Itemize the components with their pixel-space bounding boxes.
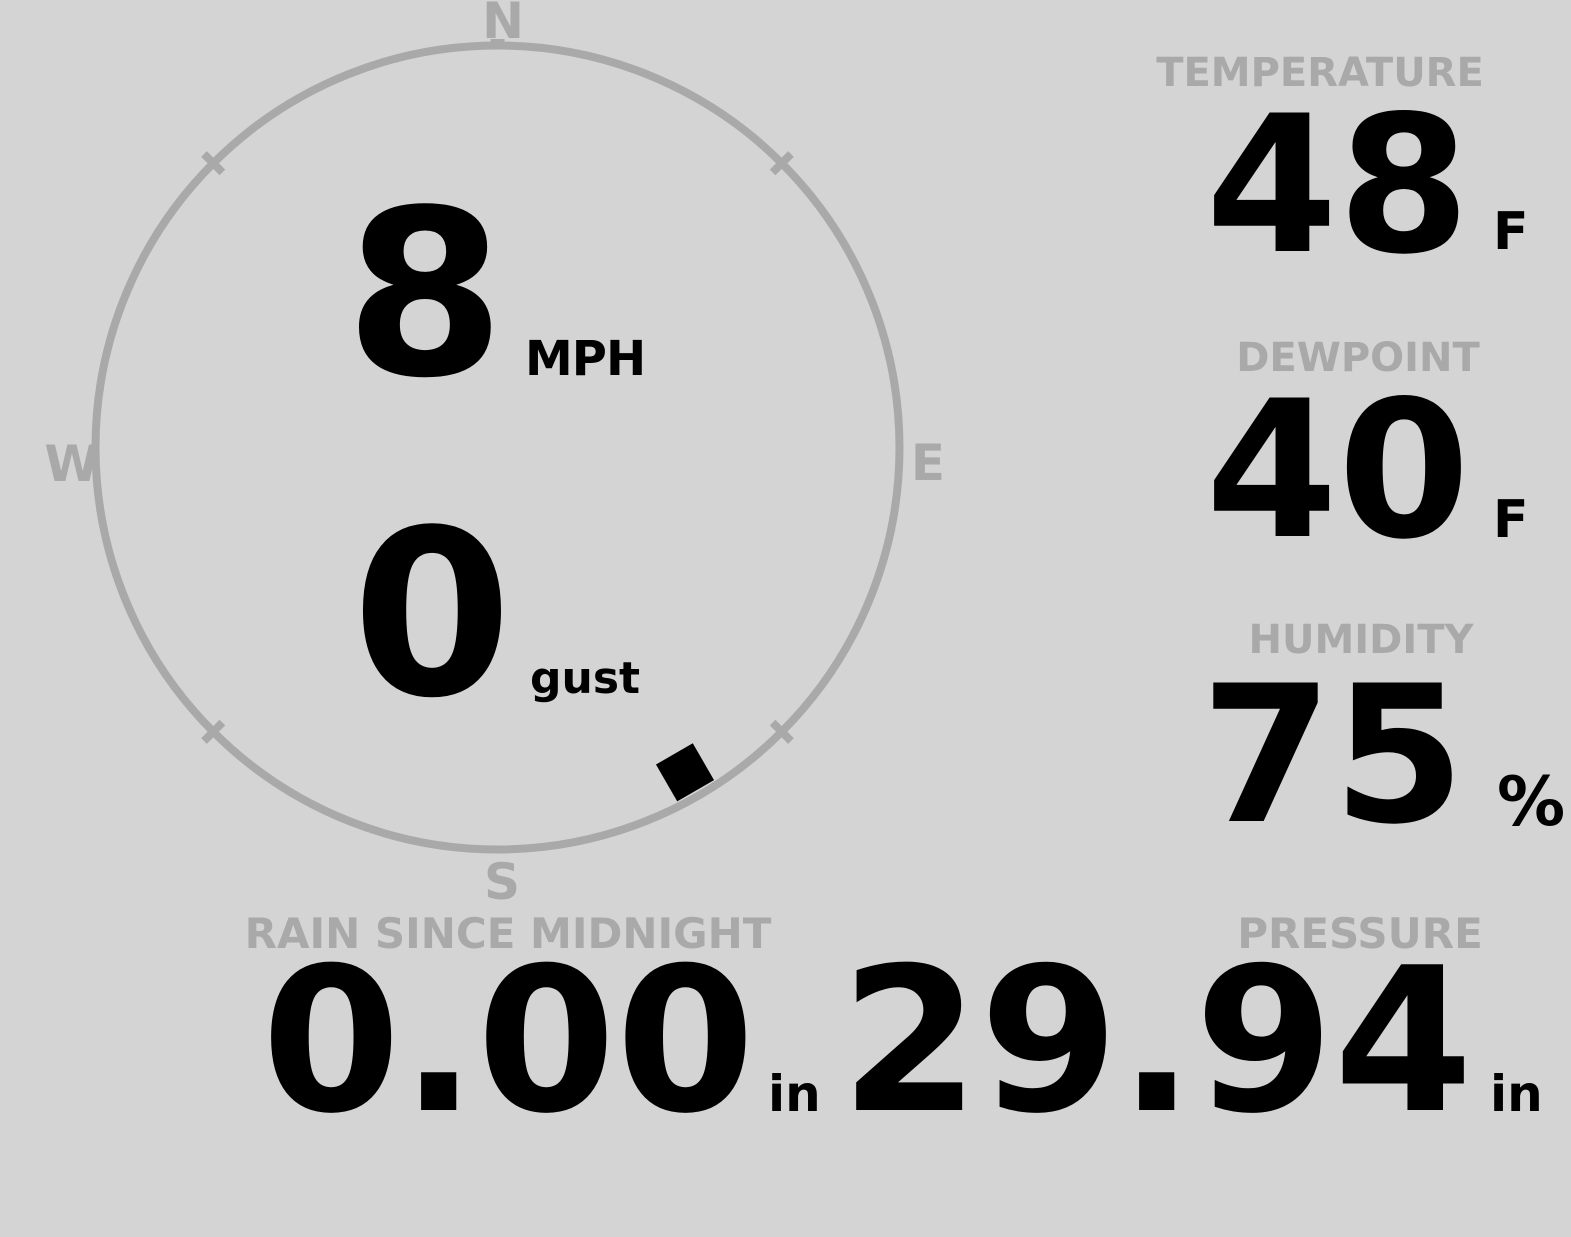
humidity-unit: % [1497, 763, 1566, 842]
compass-tick-se-icon [769, 719, 794, 744]
wind-gust-label: gust [530, 653, 641, 704]
compass-label-west: W [44, 435, 100, 493]
rain-label: RAIN SINCE MIDNIGHT [244, 909, 772, 958]
wind-direction-marker-icon [655, 743, 715, 802]
compass-tick-north-icon [490, 39, 505, 49]
temperature-value: 48 [1205, 75, 1470, 296]
pressure-value: 29.94 [840, 925, 1473, 1158]
wind-speed-unit: MPH [525, 331, 646, 387]
dewpoint-unit: F [1493, 490, 1529, 550]
dewpoint-label: DEWPOINT [1236, 335, 1480, 381]
compass-label-east: E [910, 434, 946, 492]
compass-label-north: N [482, 0, 524, 50]
compass-tick-nw-icon [201, 151, 226, 176]
compass-tick-sw-icon [201, 719, 226, 744]
humidity-label: HUMIDITY [1248, 617, 1474, 663]
wind-gust-value: 0 [351, 482, 512, 749]
rain-unit: in [768, 1065, 821, 1123]
pressure-label: PRESSURE [1237, 909, 1483, 958]
wind-speed-value: 8 [344, 162, 505, 429]
humidity-value: 75 [1200, 645, 1465, 866]
dewpoint-value: 40 [1205, 360, 1470, 581]
pressure-unit: in [1490, 1065, 1543, 1123]
compass-tick-ne-icon [769, 151, 794, 176]
compass-label-south: S [483, 853, 521, 911]
temperature-unit: F [1493, 202, 1529, 262]
temperature-label: TEMPERATURE [1156, 50, 1484, 96]
rain-value: 0.00 [261, 925, 755, 1158]
